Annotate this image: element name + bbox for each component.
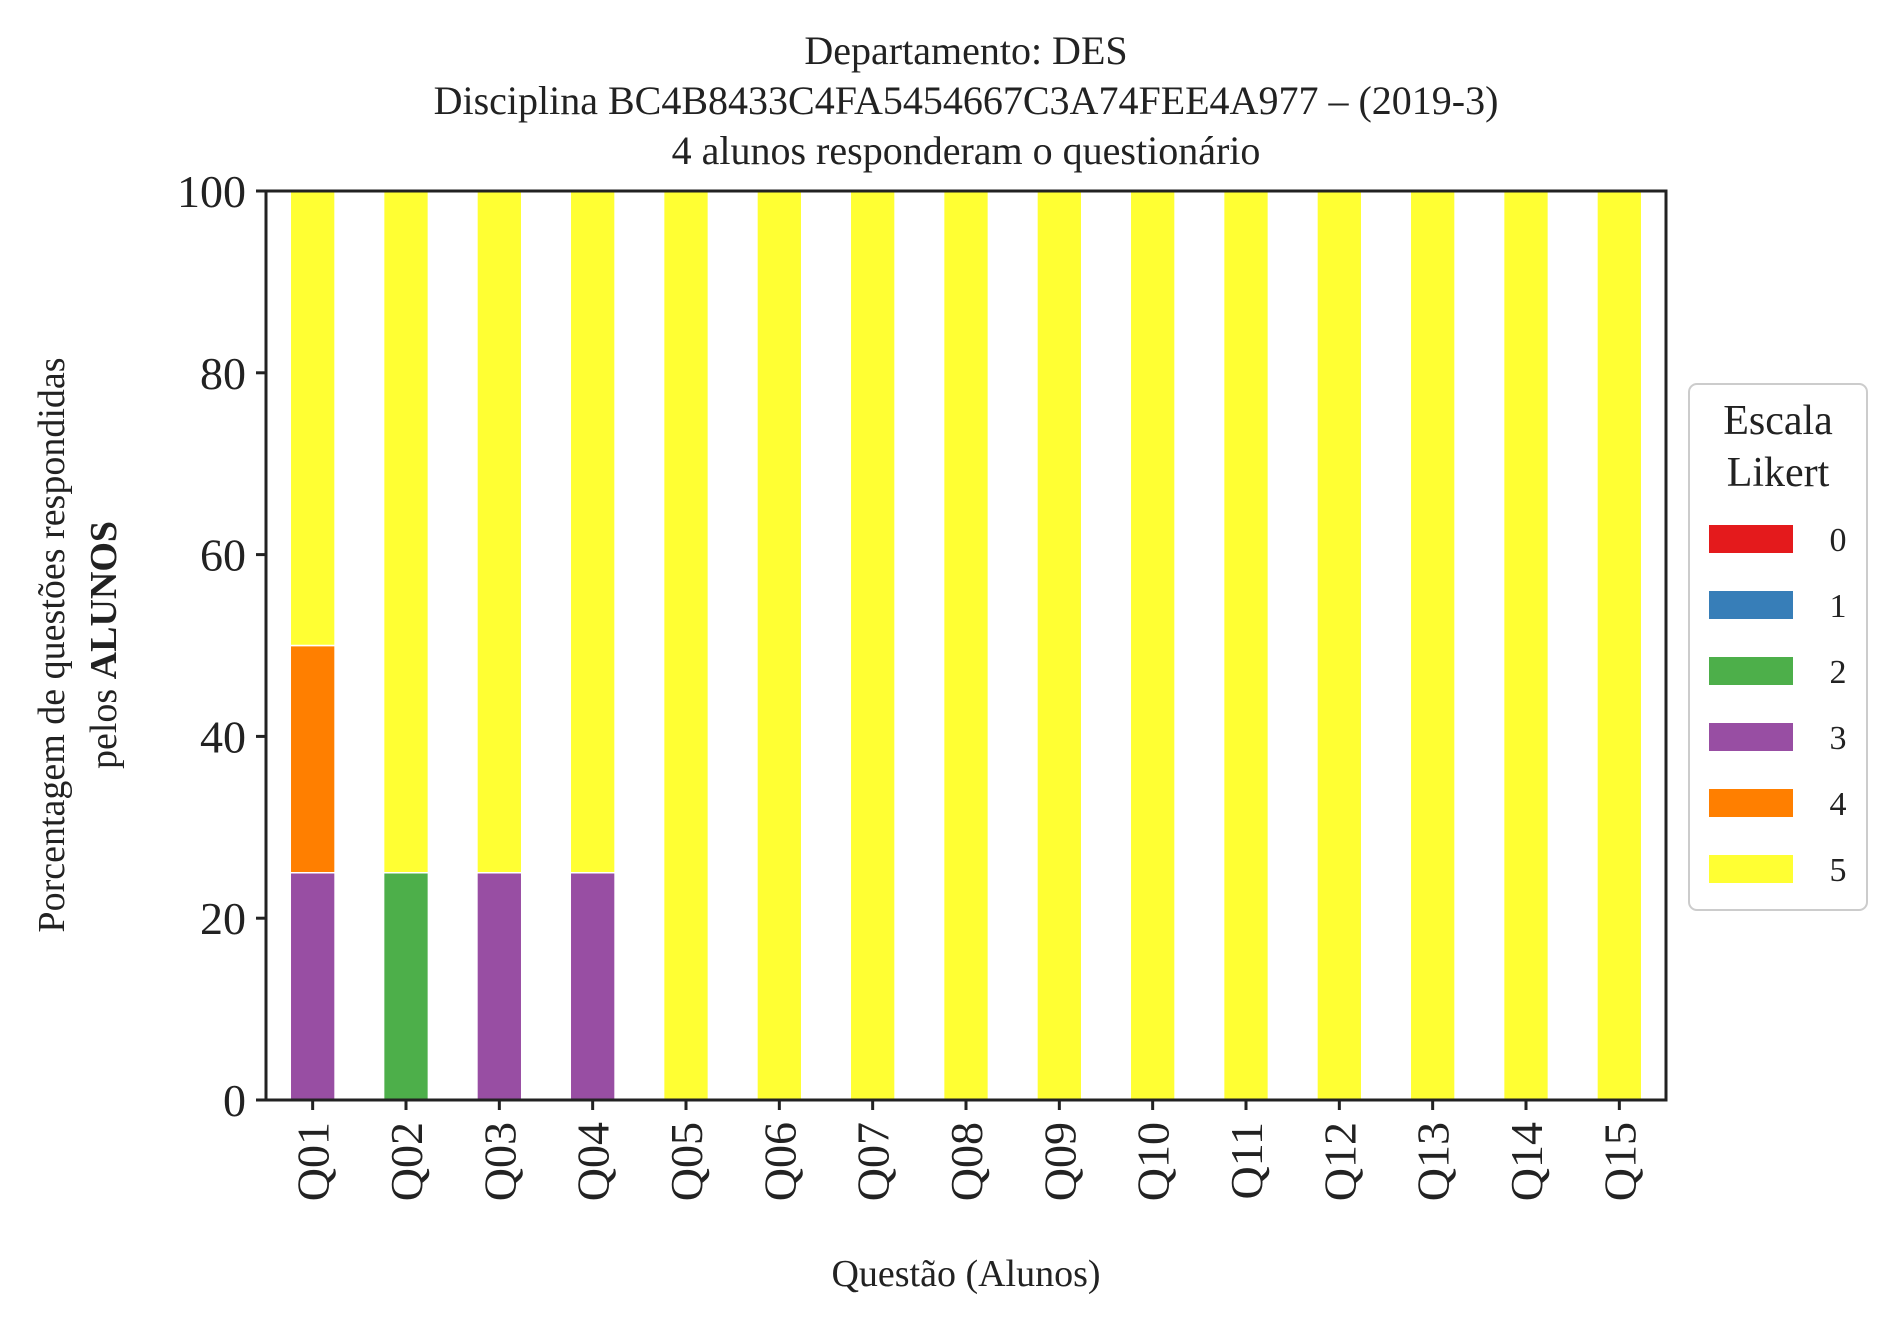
legend-label-5: 5: [1830, 852, 1847, 889]
legend-label-3: 3: [1830, 720, 1847, 757]
legend-title-line2: Likert: [1727, 450, 1830, 496]
legend-label-0: 0: [1830, 522, 1847, 559]
bars-group: [289, 190, 1643, 1101]
bar-q03-level-3: [476, 872, 523, 1101]
y-axis-label: Porcentagem de questões respondidas: [31, 357, 73, 932]
y-tick-label: 0: [223, 1075, 246, 1126]
bar-q06-level-5: [756, 190, 803, 1101]
x-tick-label: Q01: [288, 1122, 339, 1201]
legend-swatch-5: [1709, 855, 1793, 883]
x-axis-label: Questão (Alunos): [831, 1253, 1100, 1295]
x-tick-label: Q08: [941, 1122, 992, 1201]
legend-label-1: 1: [1830, 588, 1847, 625]
legend: Escala Likert 0 1 2 3 4 5: [1688, 383, 1868, 911]
legend-swatch-3: [1709, 723, 1793, 751]
x-tick-label: Q07: [848, 1122, 899, 1201]
bar-q13-level-5: [1409, 190, 1456, 1101]
y-axis-label-line1: Porcentagem de questões respondidas: [31, 357, 73, 932]
bar-q07-level-5: [849, 190, 896, 1101]
legend-title-line1: Escala: [1723, 398, 1833, 444]
bar-q04-level-3: [569, 872, 616, 1101]
legend-label-4: 4: [1830, 786, 1847, 823]
bar-q10-level-5: [1129, 190, 1176, 1101]
bar-q08-level-5: [942, 190, 990, 1101]
y-axis-label-bold: ALUNOS: [83, 521, 125, 679]
y-axis-label-line2: pelos ALUNOS: [83, 521, 125, 769]
y-axis-ticks: 0 20 40 60 80 100: [177, 166, 266, 1126]
bar-q01-level-4: [289, 644, 336, 874]
bar-q01-level-3: [289, 872, 336, 1101]
x-tick-label: Q06: [754, 1122, 805, 1201]
x-tick-label: Q02: [381, 1122, 432, 1201]
y-tick-label: 100: [177, 166, 246, 217]
chart-titles: Departamento: DES Disciplina BC4B8433C4F…: [434, 28, 1499, 173]
legend-swatch-1: [1709, 591, 1793, 619]
bar-q12-level-5: [1316, 190, 1363, 1101]
x-tick-label: Q14: [1501, 1122, 1552, 1201]
bar-q02-level-2: [382, 872, 430, 1101]
y-tick-label: 40: [200, 711, 246, 762]
chart-subtitle: Disciplina BC4B8433C4FA5454667C3A74FEE4A…: [434, 78, 1499, 123]
x-tick-label: Q15: [1594, 1122, 1645, 1201]
y-tick-label: 80: [200, 348, 246, 399]
legend-frame: [1688, 383, 1868, 911]
legend-swatch-0: [1709, 525, 1793, 553]
bar-q15-level-5: [1596, 190, 1643, 1101]
x-tick-label: Q03: [474, 1122, 525, 1201]
bar-q04-level-5: [569, 190, 616, 874]
bar-q14-level-5: [1502, 190, 1550, 1101]
legend-swatch-2: [1709, 657, 1793, 685]
x-tick-label: Q12: [1314, 1122, 1365, 1201]
x-tick-label: Q05: [661, 1122, 712, 1201]
chart-title: Departamento: DES: [804, 28, 1127, 73]
bar-q09-level-5: [1036, 190, 1083, 1101]
bar-q05-level-5: [662, 190, 710, 1101]
bar-q11-level-5: [1222, 190, 1270, 1101]
x-axis-ticks: Q01 Q02 Q03 Q04 Q05 Q06 Q07 Q08 Q09 Q10 Q11 Q12 Q13 Q…: [288, 1100, 1645, 1201]
y-axis-label-2: pelos ALUNOS: [83, 521, 125, 769]
legend-swatch-4: [1709, 789, 1793, 817]
bar-q03-level-5: [476, 190, 523, 874]
x-tick-label: Q09: [1034, 1122, 1085, 1201]
x-tick-label: Q04: [568, 1122, 619, 1201]
bar-q01-level-5: [289, 190, 336, 647]
y-tick-label: 60: [200, 530, 246, 581]
x-tick-label: Q13: [1408, 1122, 1459, 1201]
legend-items: 0 1 2 3 4 5: [1709, 522, 1847, 889]
bar-q02-level-5: [382, 190, 430, 874]
y-tick-label: 20: [200, 893, 246, 944]
chart-subtitle-respondents: 4 alunos responderam o questionário: [672, 128, 1261, 173]
x-tick-label: Q10: [1128, 1122, 1179, 1201]
x-tick-label: Q11: [1221, 1122, 1272, 1200]
legend-label-2: 2: [1830, 654, 1847, 691]
y-axis-label-prefix: pelos: [83, 679, 125, 769]
